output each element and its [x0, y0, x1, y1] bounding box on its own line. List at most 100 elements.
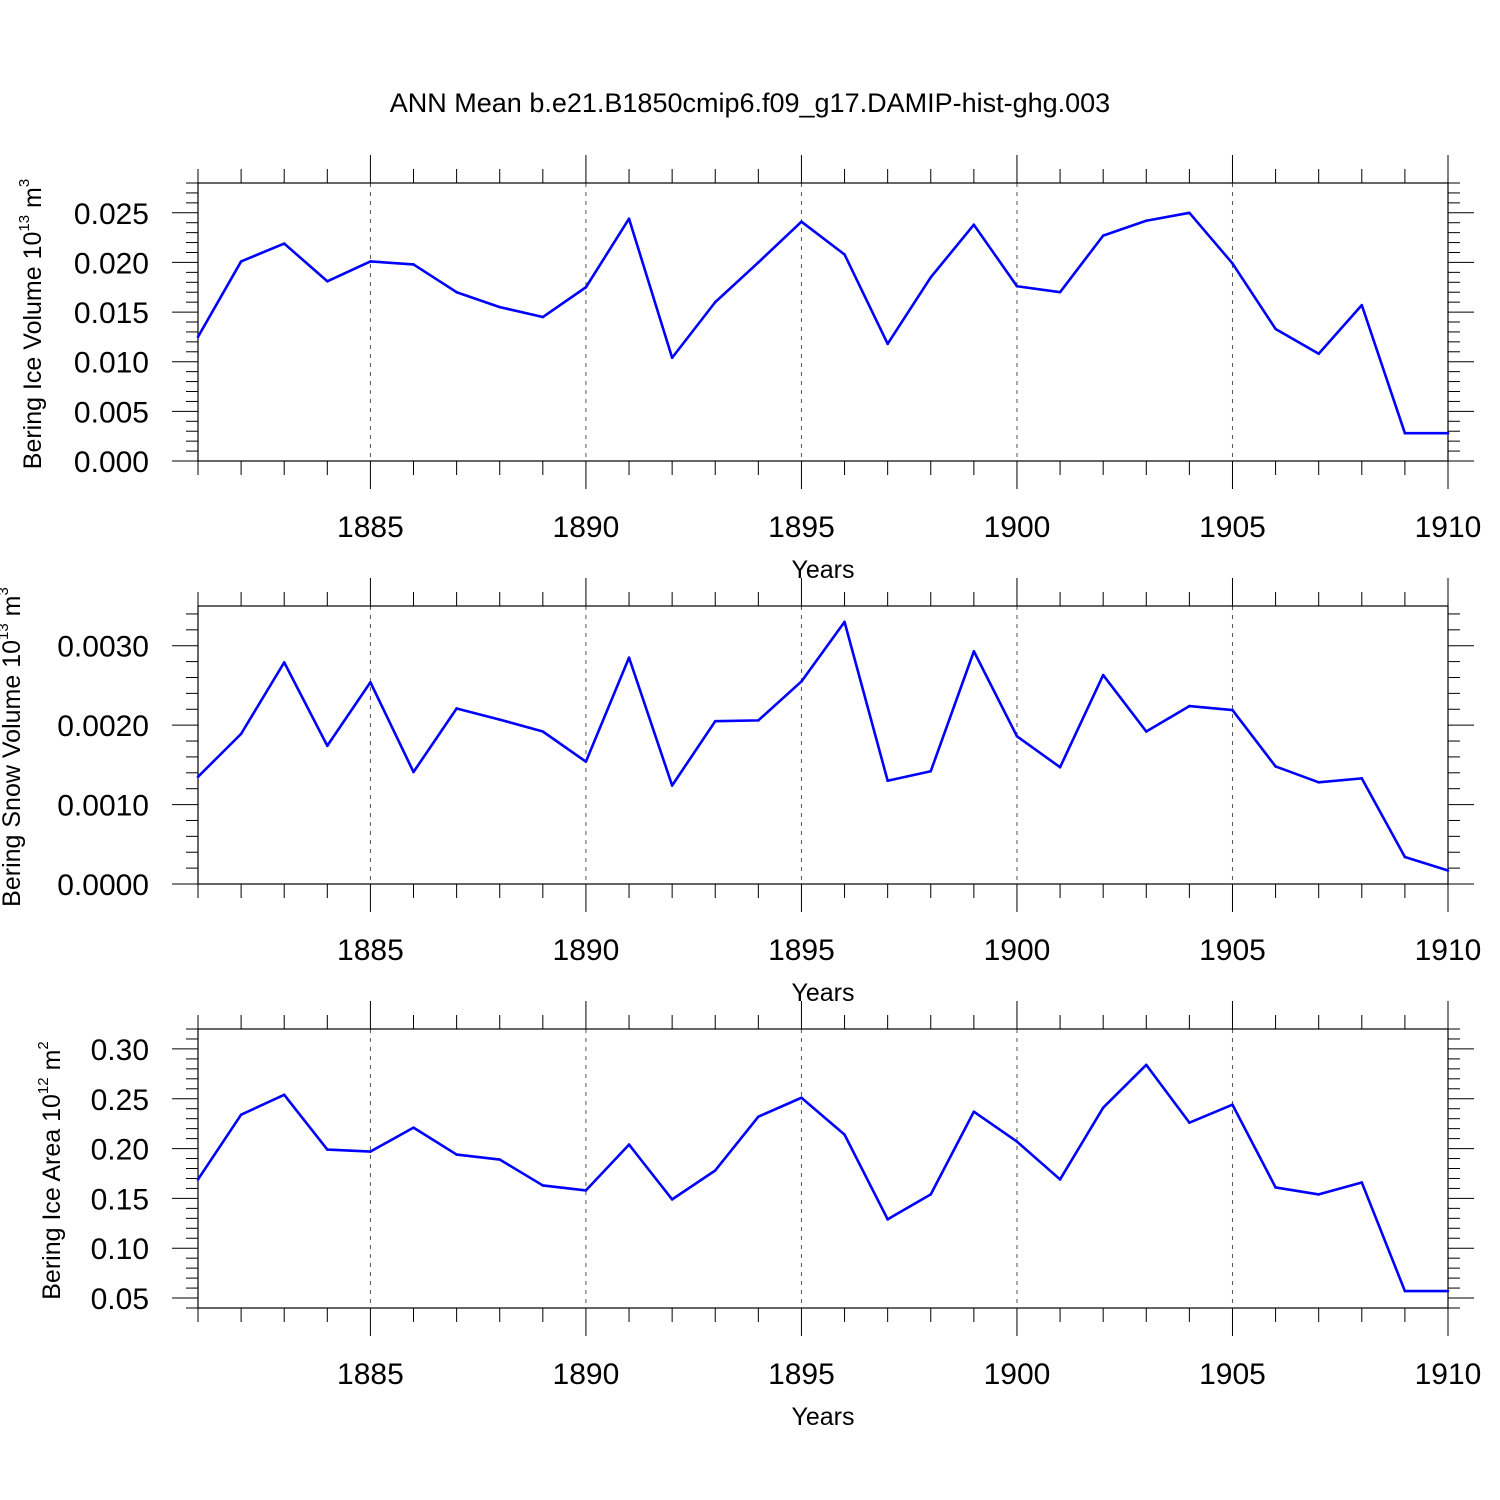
data-point	[1446, 431, 1450, 435]
y-axis-label: Bering Ice Volume 1013 m3	[16, 179, 47, 469]
data-point	[239, 732, 243, 736]
y-axis-label: Bering Snow Volume 1013 m3	[0, 587, 26, 907]
x-tick-label: 1890	[553, 511, 620, 544]
x-tick-label: 1885	[337, 1358, 404, 1391]
data-point	[627, 656, 631, 659]
y-tick-label: 0.20	[91, 1134, 149, 1167]
x-tick-label: 1900	[984, 934, 1051, 967]
x-tick-label: 1905	[1199, 1358, 1266, 1391]
data-point	[1144, 1063, 1148, 1067]
data-point	[800, 1096, 803, 1100]
data-point	[455, 707, 458, 710]
data-point	[1274, 1186, 1277, 1189]
data-point	[541, 730, 545, 733]
x-tick-label: 1900	[984, 1358, 1051, 1391]
chart-panel-1: 0.000 0.005 0.010 0.015 0.020 0.025 1885 1890 18…	[16, 155, 1481, 584]
data-point	[929, 276, 933, 279]
y-tick-label: 0.0020	[57, 710, 149, 743]
data-point	[1274, 327, 1277, 331]
series-line	[197, 620, 1449, 872]
data-point	[239, 260, 243, 263]
y-tick-label: 0.0010	[57, 790, 149, 823]
y-tick-label: 0.05	[91, 1283, 149, 1316]
data-point	[1317, 781, 1320, 784]
chart-panel-2: 0.0000 0.0010 0.0020 0.0030 1885 1890 1895 1900…	[0, 578, 1481, 1007]
data-point	[1360, 1181, 1364, 1184]
data-point	[972, 223, 976, 226]
data-point	[412, 263, 415, 266]
data-point	[541, 315, 545, 319]
x-axis-label: Years	[791, 1403, 854, 1431]
data-point	[843, 1133, 846, 1136]
y-axis-label: Bering Ice Area 1012 m2	[35, 1041, 66, 1300]
data-point	[1144, 219, 1148, 223]
x-tick-label: 1895	[768, 1358, 835, 1391]
data-point	[584, 1189, 588, 1192]
data-point	[1360, 777, 1364, 780]
data-point	[1274, 765, 1277, 768]
x-tick-label: 1905	[1199, 934, 1266, 967]
data-point	[1058, 1178, 1062, 1181]
chart-title: ANN Mean b.e21.B1850cmip6.f09_g17.DAMIP-…	[389, 88, 1111, 118]
y-tick-label: 0.15	[91, 1183, 149, 1216]
data-point	[972, 649, 976, 653]
plot-frame	[197, 1028, 1449, 1309]
y-tick-label: 0.0000	[57, 869, 149, 902]
data-point	[498, 1158, 502, 1161]
plot-frame	[197, 605, 1449, 885]
data-point	[929, 1193, 933, 1196]
x-tick-label: 1890	[553, 934, 620, 967]
data-point	[541, 1184, 545, 1187]
data-point	[670, 1198, 674, 1201]
data-point	[886, 1218, 889, 1221]
data-point	[757, 261, 760, 264]
data-point	[627, 1143, 631, 1146]
data-point	[1403, 431, 1407, 435]
data-point	[1188, 704, 1191, 708]
data-point	[455, 1153, 458, 1156]
data-point	[196, 775, 200, 779]
data-point	[326, 279, 329, 283]
x-tick-label: 1890	[553, 1358, 620, 1391]
y-tick-label: 0.015	[74, 297, 149, 330]
x-tick-label: 1895	[768, 511, 835, 544]
data-point	[282, 1093, 286, 1097]
x-tick-label: 1900	[984, 511, 1051, 544]
data-point	[1188, 211, 1191, 215]
data-point	[282, 661, 286, 664]
data-point	[498, 305, 502, 309]
data-point	[455, 290, 458, 294]
data-point	[584, 760, 588, 763]
data-point	[1144, 730, 1148, 733]
data-point	[670, 784, 674, 787]
x-tick-label: 1905	[1199, 511, 1266, 544]
data-point	[713, 719, 717, 723]
data-point	[1446, 1289, 1450, 1293]
y-tick-label: 0.020	[74, 247, 149, 280]
data-point	[886, 779, 889, 783]
data-point	[1231, 262, 1234, 265]
data-point	[326, 744, 329, 748]
y-tick-label: 0.025	[74, 198, 149, 231]
y-tick-label: 0.010	[74, 347, 149, 380]
x-tick-label: 1895	[768, 934, 835, 967]
data-point	[757, 719, 760, 722]
data-point	[196, 1178, 200, 1181]
chart-panel-3: 0.05 0.10 0.15 0.20 0.25 0.30 1885 1890 1895 1900…	[35, 1001, 1481, 1431]
data-point	[1101, 234, 1105, 237]
x-tick-label: 1910	[1415, 511, 1482, 544]
data-point	[1188, 1121, 1191, 1124]
data-point	[282, 242, 286, 245]
data-point	[972, 1110, 976, 1114]
x-tick-label: 1910	[1415, 934, 1482, 967]
data-point	[1360, 303, 1364, 307]
y-tick-label: 0.10	[91, 1233, 149, 1266]
data-point	[843, 620, 846, 624]
data-point	[369, 1150, 372, 1153]
data-point	[1058, 290, 1062, 294]
data-point	[886, 342, 889, 346]
data-point	[1101, 673, 1105, 677]
data-point	[412, 1126, 415, 1129]
y-tick-label: 0.30	[91, 1034, 149, 1067]
